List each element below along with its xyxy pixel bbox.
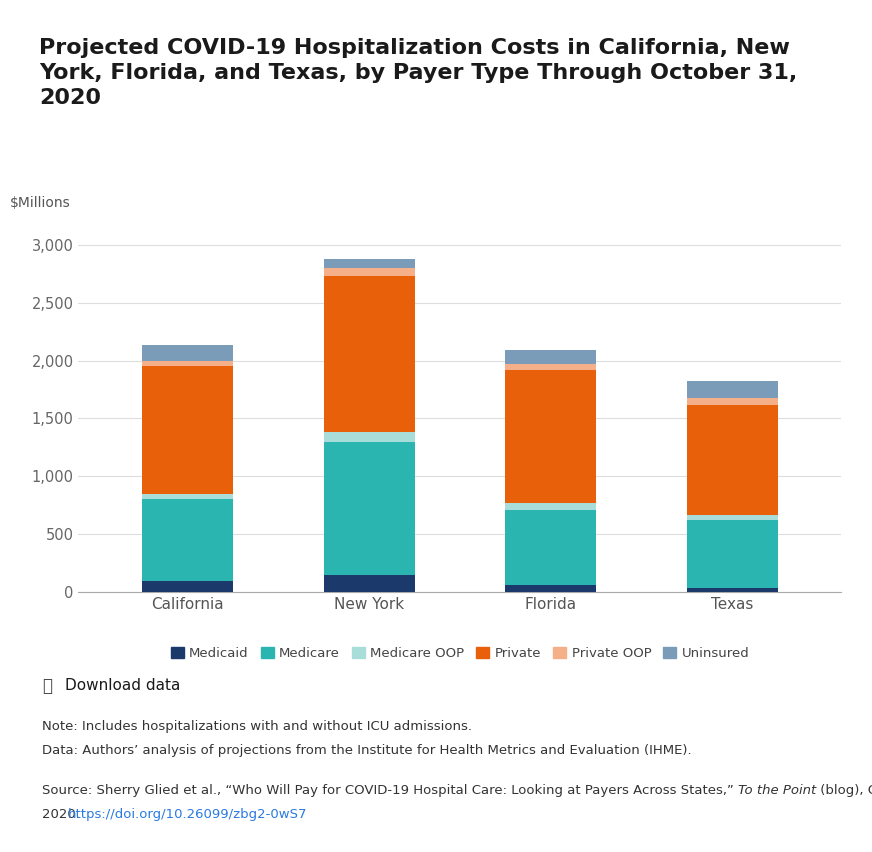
Bar [687,588,778,592]
Bar [687,521,778,588]
Text: ⤓: ⤓ [42,676,51,695]
Bar [687,405,778,515]
Bar [142,366,233,493]
Bar [506,509,596,585]
Bar [324,441,414,575]
Legend: Medicaid, Medicare, Medicare OOP, Private, Private OOP, Uninsured: Medicaid, Medicare, Medicare OOP, Privat… [166,642,754,665]
Bar [687,515,778,521]
Text: Projected COVID-19 Hospitalization Costs in California, New
York, Florida, and T: Projected COVID-19 Hospitalization Costs… [39,38,798,108]
Bar [324,432,414,441]
Bar [506,370,596,503]
Text: Download data: Download data [65,678,181,694]
Bar [506,350,596,364]
Bar [142,493,233,499]
Text: 2020.: 2020. [42,808,84,820]
Text: Data: Authors’ analysis of projections from the Institute for Health Metrics and: Data: Authors’ analysis of projections f… [42,744,691,757]
Bar [324,268,414,276]
Bar [687,398,778,405]
Bar [506,585,596,592]
Text: (blog), Commonwealth Fund, Aug. 18,: (blog), Commonwealth Fund, Aug. 18, [816,784,872,797]
Bar [324,276,414,432]
Text: https://doi.org/10.26099/zbg2-0wS7: https://doi.org/10.26099/zbg2-0wS7 [68,808,308,820]
Bar [142,360,233,366]
Bar [142,499,233,580]
Text: Note: Includes hospitalizations with and without ICU admissions.: Note: Includes hospitalizations with and… [42,720,472,733]
Bar [142,345,233,360]
Bar [687,382,778,398]
Bar [506,503,596,509]
Text: $Millions: $Millions [10,196,71,210]
Text: Source: Sherry Glied et al., “Who Will Pay for COVID-19 Hospital Care: Looking a: Source: Sherry Glied et al., “Who Will P… [42,784,738,797]
Bar [324,575,414,592]
Bar [142,580,233,592]
Bar [506,364,596,370]
Bar [324,259,414,268]
Text: To the Point: To the Point [738,784,816,797]
